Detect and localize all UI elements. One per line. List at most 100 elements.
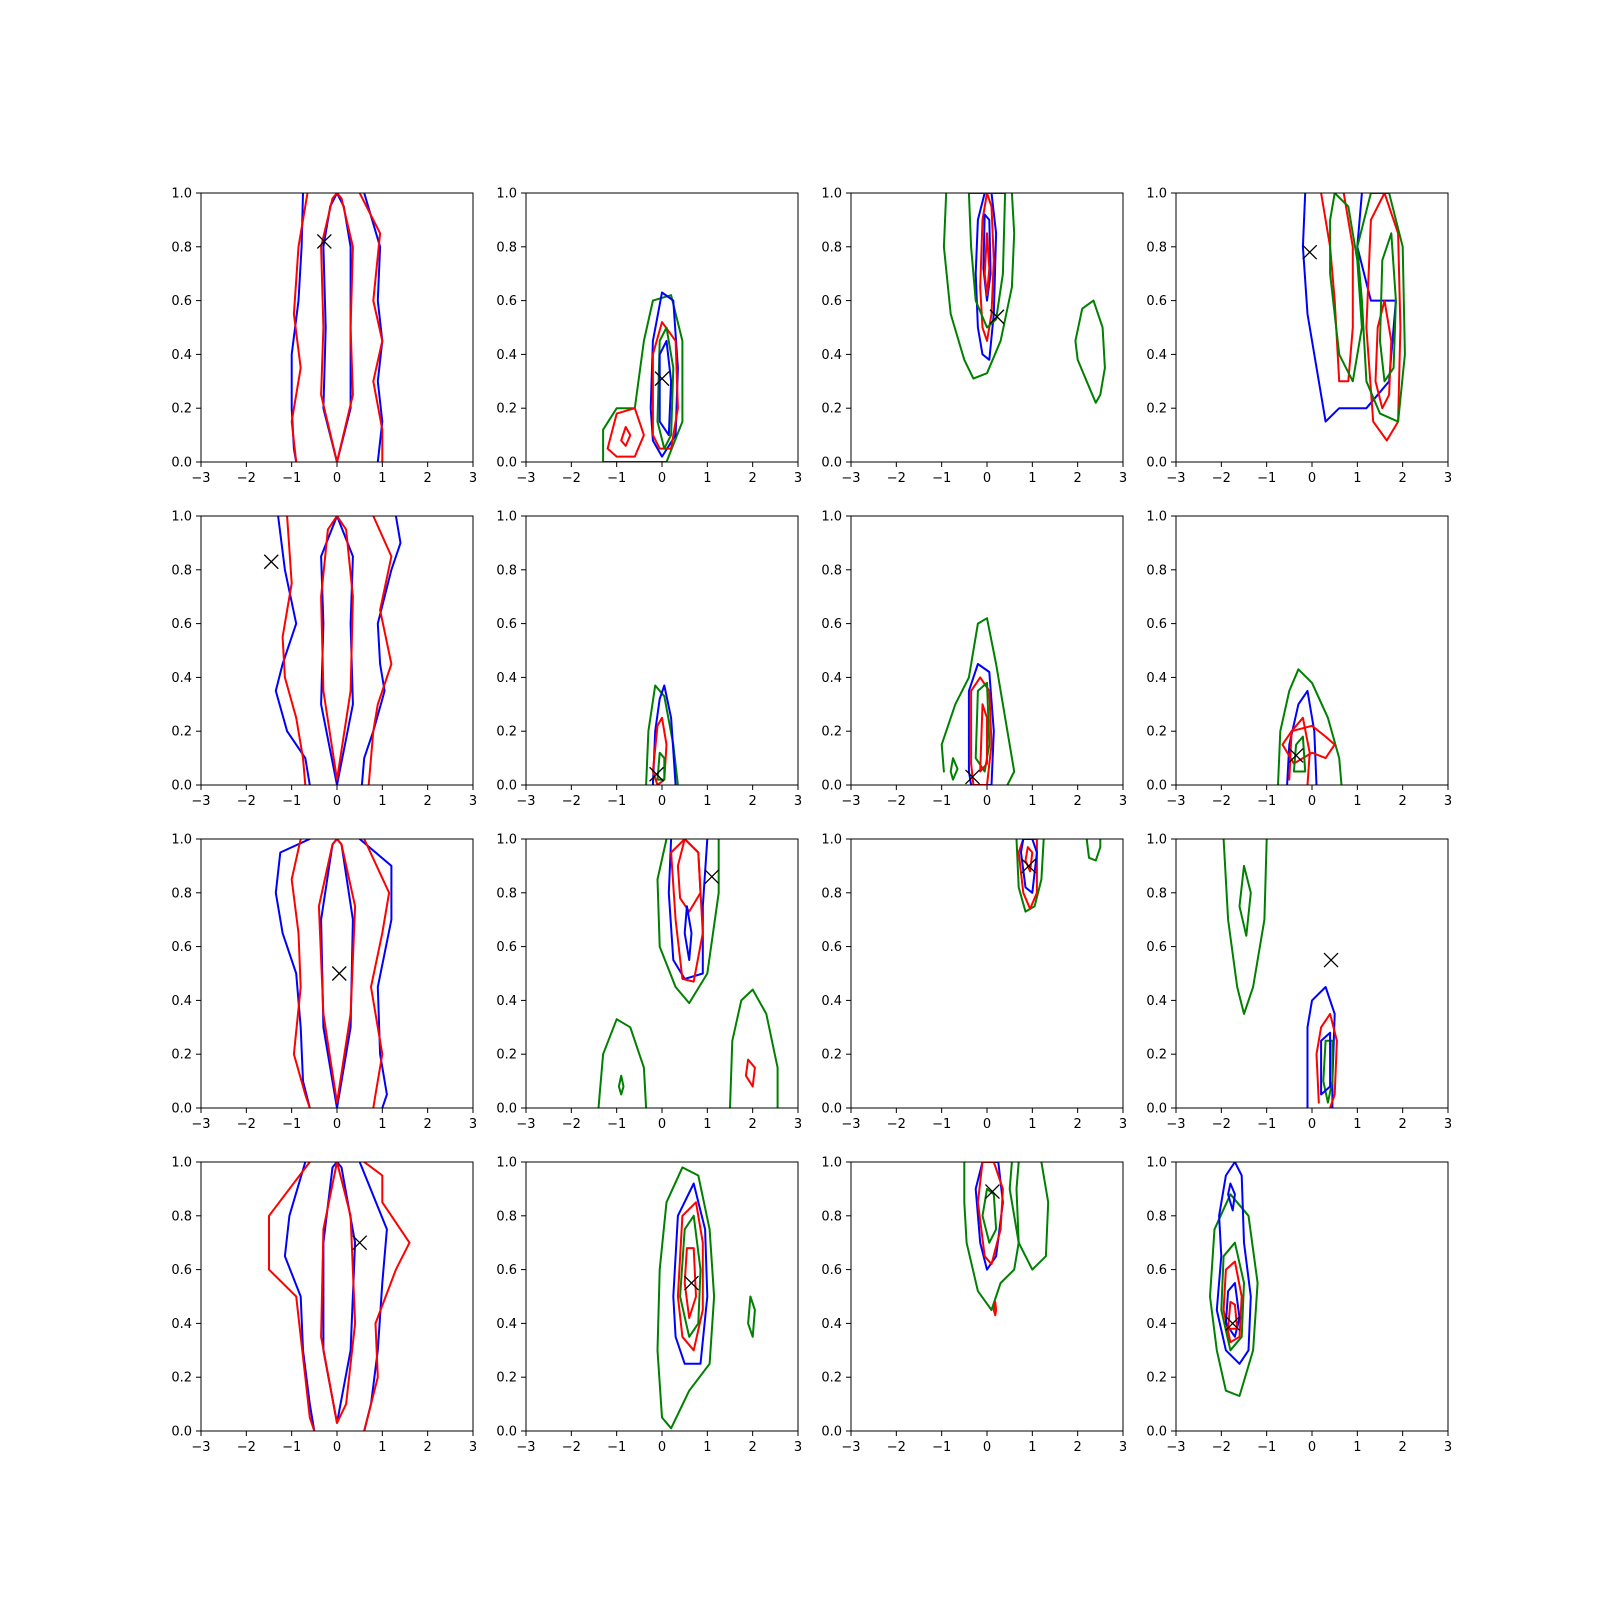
y-tick-label: 0.8 [1146, 1209, 1167, 1224]
y-tick-label: 0.8 [171, 1209, 192, 1224]
y-tick-label: 0.6 [821, 617, 842, 632]
x-tick-label: 3 [1119, 1440, 1127, 1455]
y-tick-label: 0.2 [1146, 1371, 1167, 1386]
contour-red [290, 193, 309, 462]
y-tick-label: 0.0 [1146, 1425, 1167, 1440]
contour-red [268, 1162, 316, 1431]
x-tick-label: 0 [658, 471, 666, 486]
x-tick-label: −3 [191, 1440, 210, 1455]
contour-red [367, 516, 393, 785]
contour-green [1277, 668, 1343, 785]
x-tick-label: 2 [1399, 1117, 1407, 1132]
contour-red [683, 1247, 697, 1319]
x-tick-label: −1 [607, 1117, 626, 1132]
y-tick-label: 1.0 [1146, 1156, 1167, 1171]
y-tick-label: 0.4 [171, 671, 192, 686]
subplot-4-1: −3 −2 −1 0 1 2 3 0.0 0.2 0.4 0.6 0.8 1.0 [171, 1156, 477, 1456]
contour-red [606, 407, 645, 458]
contour-blue [274, 839, 311, 1108]
y-tick-label: 0.8 [1146, 886, 1167, 901]
x-marker [684, 1275, 699, 1291]
x-tick-label: 2 [1074, 794, 1082, 809]
y-tick-label: 0.2 [821, 402, 842, 417]
contour-green [1292, 735, 1307, 773]
x-tick-label: −2 [887, 1117, 906, 1132]
x-tick-label: 3 [469, 471, 477, 486]
subplot-3-3: −3 −2 −1 0 1 2 3 0.0 0.2 0.4 0.6 0.8 1.0 [821, 833, 1127, 1133]
x-marker [1021, 858, 1037, 874]
contour-red [620, 426, 632, 447]
y-tick-label: 0.6 [821, 1263, 842, 1278]
x-tick-label: 3 [794, 471, 802, 486]
plot-area [656, 1166, 756, 1430]
x-tick-label: −2 [237, 471, 256, 486]
x-tick-label: 1 [1028, 471, 1036, 486]
contour-red [976, 1162, 1004, 1266]
contour-red [1315, 1012, 1338, 1108]
contour-red [979, 703, 988, 773]
y-tick-label: 0.4 [496, 994, 517, 1009]
plot-area [940, 617, 1016, 785]
contour-blue [360, 516, 402, 785]
subplot-3-1: −3 −2 −1 0 1 2 3 0.0 0.2 0.4 0.6 0.8 1.0 [171, 833, 477, 1133]
y-tick-label: 0.0 [496, 779, 517, 794]
contour-red [320, 1162, 357, 1424]
x-tick-label: 3 [1119, 794, 1127, 809]
x-tick-label: −1 [932, 794, 951, 809]
y-tick-label: 0.2 [171, 1371, 192, 1386]
contour-red [1365, 193, 1402, 442]
plot-area [602, 291, 684, 462]
contour-green [1329, 193, 1363, 383]
axes-frame [200, 515, 474, 786]
subplot-3-2: −3 −2 −1 0 1 2 3 0.0 0.2 0.4 0.6 0.8 1.0 [496, 833, 802, 1133]
y-tick-label: 1.0 [171, 833, 192, 848]
y-tick-label: 0.2 [821, 1048, 842, 1063]
axes-frame [850, 838, 1124, 1109]
x-tick-label: −1 [607, 1440, 626, 1455]
y-tick-label: 0.4 [821, 1317, 842, 1332]
subplot-1-4: −3 −2 −1 0 1 2 3 0.0 0.2 0.4 0.6 0.8 1.0 [1146, 187, 1452, 487]
contour-red [1024, 846, 1034, 873]
y-tick-label: 1.0 [171, 510, 192, 525]
contour-blue [683, 905, 693, 961]
y-tick-label: 0.4 [1146, 348, 1167, 363]
y-tick-label: 0.8 [496, 240, 517, 255]
y-tick-label: 0.8 [821, 563, 842, 578]
y-tick-label: 0.0 [171, 1102, 192, 1117]
y-tick-label: 1.0 [1146, 833, 1167, 848]
contour-red [320, 516, 354, 781]
x-tick-label: −1 [282, 1440, 301, 1455]
axes-frame [1175, 515, 1449, 786]
x-tick-label: 1 [1353, 794, 1361, 809]
x-tick-label: −2 [562, 471, 581, 486]
x-tick-label: −3 [191, 794, 210, 809]
y-tick-label: 1.0 [171, 1156, 192, 1171]
x-tick-label: 0 [658, 794, 666, 809]
y-tick-label: 1.0 [821, 510, 842, 525]
x-tick-label: 1 [1028, 1440, 1036, 1455]
plot-area [1222, 839, 1339, 1108]
contour-red [1222, 1260, 1243, 1344]
x-tick-label: −2 [562, 1440, 581, 1455]
x-tick-label: −2 [1212, 1117, 1231, 1132]
subplot-1-1: −3 −2 −1 0 1 2 3 0.0 0.2 0.4 0.6 0.8 1.0 [171, 187, 477, 487]
contour-red [651, 321, 679, 450]
y-tick-label: 0.0 [496, 456, 517, 471]
x-tick-label: −3 [841, 471, 860, 486]
y-tick-label: 0.8 [821, 240, 842, 255]
plot-area [274, 839, 393, 1108]
x-tick-label: −1 [282, 1117, 301, 1132]
axes-frame [200, 1161, 474, 1432]
subplot-3-4: −3 −2 −1 0 1 2 3 0.0 0.2 0.4 0.6 0.8 1.0 [1146, 833, 1452, 1133]
contour-blue [320, 839, 354, 1108]
x-tick-label: 2 [1399, 1440, 1407, 1455]
y-tick-label: 0.6 [171, 617, 192, 632]
x-tick-label: −3 [1166, 794, 1185, 809]
x-tick-label: −3 [516, 1117, 535, 1132]
y-tick-label: 0.6 [821, 294, 842, 309]
x-tick-label: 0 [983, 471, 991, 486]
y-tick-label: 1.0 [821, 1156, 842, 1171]
y-tick-label: 0.8 [821, 886, 842, 901]
y-tick-label: 0.4 [821, 671, 842, 686]
